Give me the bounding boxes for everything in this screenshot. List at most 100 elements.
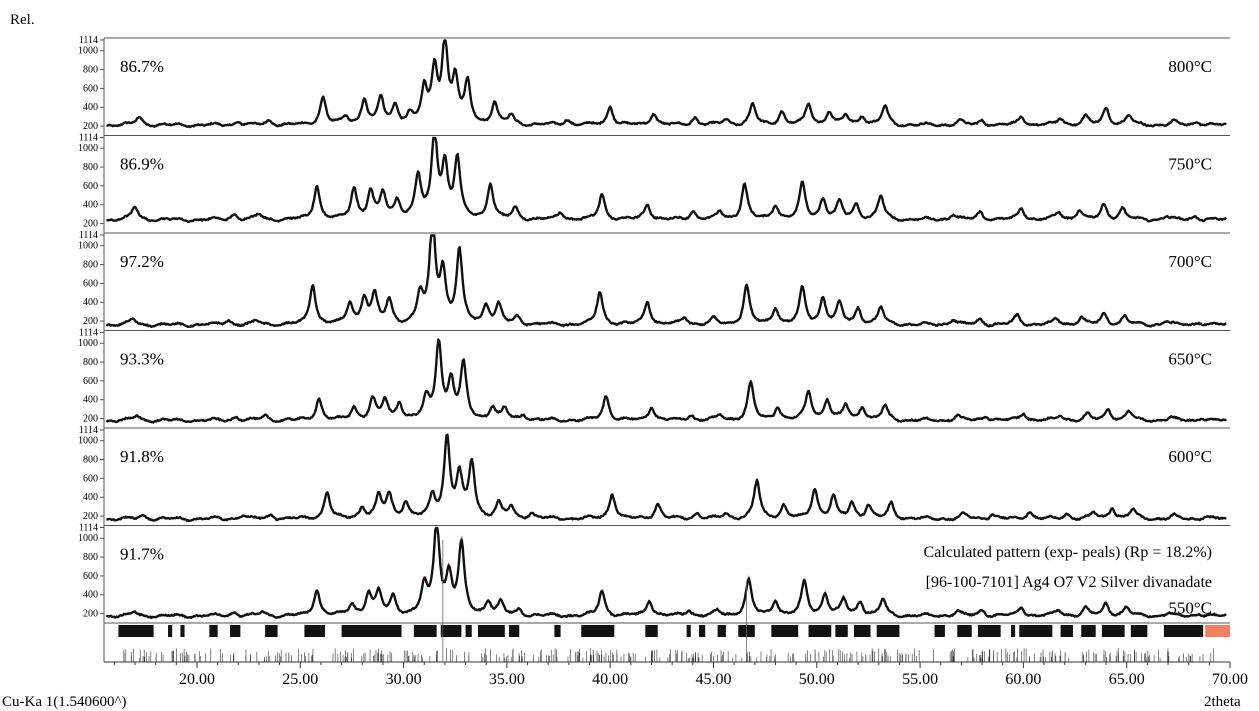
reference-phase-block xyxy=(168,625,173,637)
crystallinity-label: 97.2% xyxy=(120,252,164,271)
y-tick-label: 1000 xyxy=(78,143,98,154)
reference-phase-block xyxy=(853,625,871,637)
reference-phase-block xyxy=(304,625,326,637)
temperature-label: 650°C xyxy=(1168,350,1212,369)
y-tick-label: 600 xyxy=(83,473,98,484)
series-line-700°C xyxy=(105,234,1227,329)
reference-phase-block xyxy=(1010,625,1016,637)
y-tick-label: 1000 xyxy=(78,46,98,57)
y-tick-label: 800 xyxy=(83,162,98,173)
temperature-label: 550°C xyxy=(1168,599,1212,618)
y-tick-label: 200 xyxy=(83,511,98,522)
x-tick-label: 30.00 xyxy=(386,671,422,688)
temperature-label: 700°C xyxy=(1168,252,1212,271)
y-tick-label: 600 xyxy=(83,376,98,387)
reference-phase-block xyxy=(876,625,900,637)
temperature-label: 800°C xyxy=(1168,57,1212,76)
x-tick-label: 70.00 xyxy=(1212,671,1248,688)
reference-phase-block xyxy=(265,625,278,637)
y-tick-label: 1114 xyxy=(79,523,98,534)
y-tick-label: 200 xyxy=(83,609,98,620)
x-axis: 20.00 25.00 30.00 35.00 40.00 45.00 50.00 55.00… xyxy=(104,661,1248,688)
x-tick-label: 55.00 xyxy=(902,671,938,688)
reference-phase-block xyxy=(957,625,972,637)
reference-phase-block xyxy=(1060,625,1073,637)
series-line-800°C xyxy=(106,39,1227,129)
y-tick-label: 800 xyxy=(83,65,98,76)
calculated-pattern-legend: Calculated pattern (exp- peals) (Rp = 18… xyxy=(924,544,1212,561)
series-line-550°C xyxy=(105,526,1227,620)
x-tick-label: 40.00 xyxy=(592,671,628,688)
y-tick-label: 600 xyxy=(83,278,98,289)
y-tick-label: 400 xyxy=(83,200,98,211)
reference-phase-block xyxy=(1130,625,1148,637)
y-tick-label: 800 xyxy=(83,357,98,368)
y-tick-label: 1000 xyxy=(78,436,98,447)
reference-phase-block xyxy=(581,625,615,637)
y-tick-label: 200 xyxy=(83,219,98,230)
reference-marker-swatch xyxy=(1205,625,1230,637)
y-tick-label: 600 xyxy=(83,571,98,582)
reference-phase-legend: [96-100-7101] Ag4 O7 V2 Silver divanadat… xyxy=(926,574,1212,591)
reference-phase-block xyxy=(554,625,561,637)
y-tick-label: 400 xyxy=(83,590,98,601)
reference-phase-block xyxy=(1163,625,1204,637)
y-tick-label: 1114 xyxy=(79,425,98,436)
y-tick-label: 200 xyxy=(83,121,98,132)
y-tick-label: 800 xyxy=(83,260,98,271)
reference-phase-block xyxy=(341,625,402,637)
y-tick-label: 600 xyxy=(83,83,98,94)
y-tick-label: 200 xyxy=(83,414,98,425)
y-tick-label: 1114 xyxy=(79,328,98,339)
y-tick-label: 1114 xyxy=(79,230,98,241)
reference-phase-block xyxy=(934,625,945,637)
reference-phase-block xyxy=(180,625,185,637)
reference-phase-block xyxy=(413,625,437,637)
y-unit-label: Rel. xyxy=(10,12,35,28)
reference-phase-block xyxy=(1019,625,1053,637)
y-tick-label: 1000 xyxy=(78,338,98,349)
y-tick-label: 400 xyxy=(83,395,98,406)
x-axis-label: 2theta xyxy=(1204,694,1241,710)
reference-phase-block xyxy=(645,625,658,637)
x-tick-label: 20.00 xyxy=(179,671,215,688)
reference-phase-block xyxy=(230,625,241,637)
series-line-600°C xyxy=(106,433,1227,523)
y-tick-label: 1000 xyxy=(78,241,98,252)
y-tick-label: 200 xyxy=(83,316,98,327)
x-tick-label: 50.00 xyxy=(799,671,835,688)
temperature-label: 600°C xyxy=(1168,447,1212,466)
y-tick-label: 1000 xyxy=(78,533,98,544)
crystallinity-label: 91.7% xyxy=(120,545,164,564)
reference-phase-block xyxy=(118,625,154,637)
crystallinity-label: 91.8% xyxy=(120,447,164,466)
reference-phase-block xyxy=(977,625,1001,637)
x-tick-label: 45.00 xyxy=(695,671,731,688)
y-tick-label: 400 xyxy=(83,102,98,113)
series-line-650°C xyxy=(105,338,1227,424)
temperature-label: 750°C xyxy=(1168,155,1212,174)
reference-phase-block xyxy=(1081,625,1096,637)
reference-phase-block xyxy=(686,625,691,637)
y-tick-label: 400 xyxy=(83,297,98,308)
reference-phase-block xyxy=(835,625,848,637)
reference-phase-block xyxy=(771,625,799,637)
y-tick-label: 600 xyxy=(83,181,98,192)
x-tick-label: 65.00 xyxy=(1109,671,1145,688)
x-tick-label: 35.00 xyxy=(489,671,525,688)
reference-phase-block xyxy=(717,625,726,637)
reference-phase-block xyxy=(808,625,832,637)
reference-pattern-strip xyxy=(103,540,1230,662)
y-tick-label: 1114 xyxy=(79,35,98,46)
reference-phase-block xyxy=(440,625,462,637)
x-tick-label: 25.00 xyxy=(282,671,318,688)
reference-phase-block xyxy=(477,625,505,637)
reference-phase-block xyxy=(508,625,520,637)
